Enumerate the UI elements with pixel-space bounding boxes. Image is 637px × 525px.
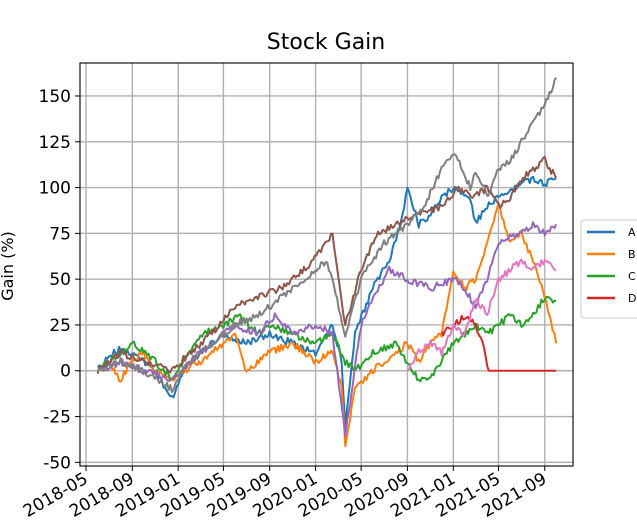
y-tick-label: -25 [43, 408, 71, 428]
y-axis-label: Gain (%) [0, 231, 17, 301]
legend-label-A: A [628, 226, 636, 239]
legend-box [580, 219, 637, 319]
y-tick-label: -50 [43, 453, 71, 473]
legend-label-C: C [628, 270, 636, 283]
series-layer [96, 77, 558, 448]
series-line-series-7 [407, 258, 557, 371]
series-line-series-8 [96, 77, 557, 394]
y-tick-label: 75 [49, 224, 71, 244]
series-line-C [96, 295, 557, 383]
axes: -50-2502550751001251502018-052018-092019… [20, 62, 574, 522]
plot-frame [79, 62, 574, 467]
series-line-A [96, 175, 557, 428]
y-tick-label: 0 [60, 362, 71, 382]
legend-label-B: B [628, 248, 636, 261]
series-line-B [97, 201, 558, 448]
series-line-series-5 [97, 221, 558, 438]
y-tick-label: 25 [49, 316, 71, 336]
y-tick-label: 150 [39, 87, 71, 107]
chart-title: Stock Gain [267, 30, 385, 55]
y-tick-label: 125 [39, 133, 71, 153]
grid [80, 63, 573, 466]
series-line-series-6 [96, 155, 558, 374]
y-tick-label: 50 [49, 270, 71, 290]
legend-label-D: D [628, 292, 636, 305]
y-tick-label: 100 [39, 179, 71, 199]
series-line-D [440, 314, 557, 372]
